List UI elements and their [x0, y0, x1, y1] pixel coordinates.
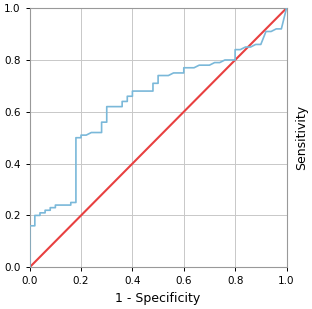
X-axis label: 1 - Specificity: 1 - Specificity [115, 292, 201, 305]
Y-axis label: Sensitivity: Sensitivity [295, 105, 308, 170]
